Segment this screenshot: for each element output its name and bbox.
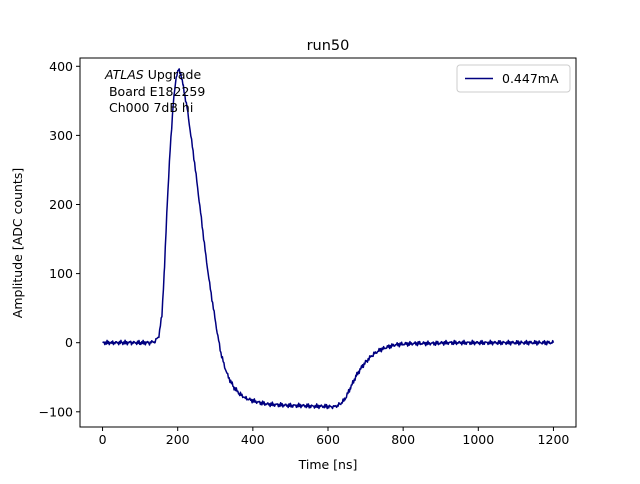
series-layer [102,68,555,410]
y-tick-label: 0 [65,335,73,350]
x-tick-label: 600 [316,432,340,447]
series-line [102,68,555,410]
x-tick-label: 1000 [462,432,494,447]
y-tick-label: −100 [39,404,73,419]
legend-label: 0.447mA [502,71,559,86]
x-tick-label: 800 [391,432,415,447]
annotation-channel: Ch000 7dB hi [105,100,193,115]
chart-title: run50 [307,38,350,54]
annotation-experiment: ATLAS [104,67,144,82]
y-tick-label: 200 [49,197,73,212]
annotation-board: Board E182259 [105,84,205,99]
y-axis-label: Amplitude [ADC counts] [10,168,25,318]
y-tick-label: 100 [49,266,73,281]
svg-text:ATLAS Upgrade: ATLAS Upgrade [104,67,201,82]
legend-box [456,64,571,93]
y-tick-label: 300 [49,128,73,143]
x-tick-label: 400 [241,432,265,447]
x-axis: 0 200 400 600 800 1000 1200 [99,427,570,447]
x-tick-label: 0 [99,432,107,447]
y-axis: −100 0 100 200 300 400 [39,59,80,419]
x-axis-label: Time [ns] [298,457,358,472]
atlas-annotation: ATLAS Upgrade Board E182259 Ch000 7dB hi [104,67,205,115]
annotation-suffix: Upgrade [144,67,202,82]
y-tick-label: 400 [49,59,73,74]
x-tick-label: 1200 [538,432,570,447]
x-tick-label: 200 [166,432,190,447]
legend: 0.447mA [456,64,571,93]
